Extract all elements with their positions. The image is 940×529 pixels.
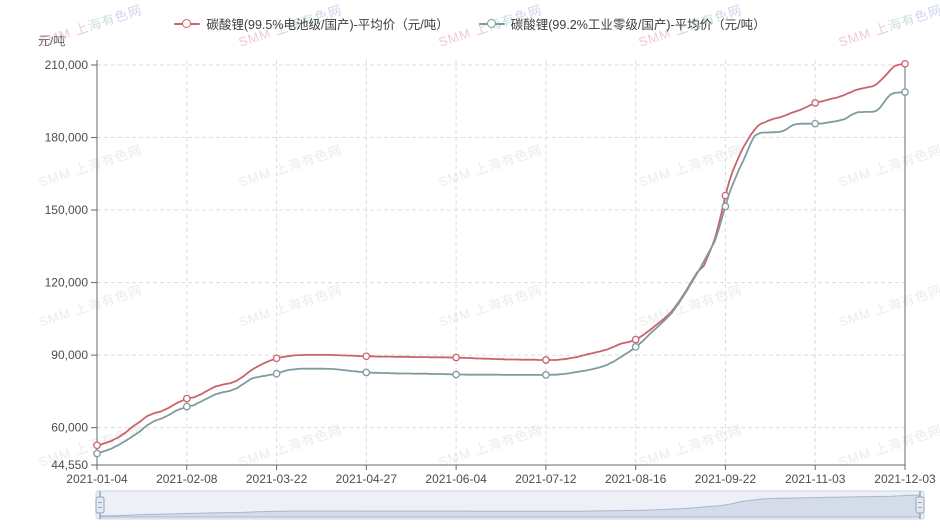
datazoom-handle-left-grip[interactable]	[95, 496, 105, 514]
series-point-marker[interactable]	[272, 354, 281, 363]
y-tick-label: 210,000	[45, 58, 89, 72]
series-point-marker[interactable]	[93, 441, 101, 450]
legend-label: 碳酸锂(99.5%电池级/国产)-平均价（元/吨）	[206, 18, 449, 32]
series-point-marker[interactable]	[182, 402, 191, 411]
y-tick-label: 44,550	[51, 458, 88, 472]
series-point-marker[interactable]	[542, 356, 550, 364]
series-point-marker[interactable]	[811, 99, 820, 107]
x-tick-label: 2021-09-22	[695, 472, 757, 486]
legend-circle	[182, 18, 192, 28]
x-tick-label: 2021-06-04	[425, 472, 487, 486]
series-point-marker[interactable]	[362, 352, 371, 361]
y-tick-label: 60,000	[51, 421, 88, 435]
x-tick-label: 2021-07-12	[515, 472, 577, 486]
x-tick-label: 2021-08-16	[605, 472, 667, 486]
x-tick-label: 2021-12-03	[874, 472, 936, 486]
y-tick-label: 120,000	[45, 276, 89, 290]
series-point-marker[interactable]	[272, 369, 281, 378]
series-point-marker[interactable]	[452, 353, 460, 362]
line-series-icon	[174, 18, 201, 29]
datazoom-handle-right-grip[interactable]	[915, 496, 925, 514]
x-tick-label: 2021-03-22	[246, 472, 308, 486]
x-tick-label: 2021-01-04	[66, 472, 128, 486]
x-tick-label: 2021-04-27	[336, 472, 398, 486]
series-line-industrial-grade[interactable]	[96, 91, 906, 455]
y-tick-label: 180,000	[45, 131, 89, 145]
series-point-marker[interactable]	[631, 343, 640, 351]
x-tick-label: 2021-11-03	[785, 472, 846, 486]
series-point-marker[interactable]	[901, 59, 909, 68]
series-point-marker[interactable]	[631, 335, 640, 344]
series-point-marker[interactable]	[182, 394, 191, 403]
series-point-marker[interactable]	[452, 370, 460, 379]
series-point-marker[interactable]	[721, 202, 730, 211]
legend-item-industrial-grade[interactable]: 碳酸锂(99.2%工业零级/国产)-平均价（元/吨）	[478, 14, 766, 33]
series-point-marker[interactable]	[542, 371, 550, 379]
series-point-marker[interactable]	[93, 449, 101, 458]
series-point-marker[interactable]	[362, 368, 371, 377]
series-point-marker[interactable]	[811, 119, 820, 128]
legend-item-battery-grade[interactable]: 碳酸锂(99.5%电池级/国产)-平均价（元/吨）	[174, 14, 449, 33]
chart-legend: 碳酸锂(99.5%电池级/国产)-平均价（元/吨） 碳酸锂(99.2%工业零级/…	[0, 14, 940, 33]
line-series-icon	[478, 18, 505, 29]
y-tick-label: 90,000	[51, 348, 88, 362]
series-line-battery-grade[interactable]	[96, 62, 906, 447]
datazoom-data-shadow	[99, 494, 921, 518]
x-tick-label: 2021-02-08	[156, 472, 218, 486]
y-axis-unit-label: 元/吨	[38, 34, 66, 48]
legend-circle	[486, 18, 496, 28]
series-point-marker[interactable]	[901, 88, 909, 96]
y-tick-label: 150,000	[45, 203, 89, 217]
legend-label: 碳酸锂(99.2%工业零级/国产)-平均价（元/吨）	[510, 18, 766, 32]
